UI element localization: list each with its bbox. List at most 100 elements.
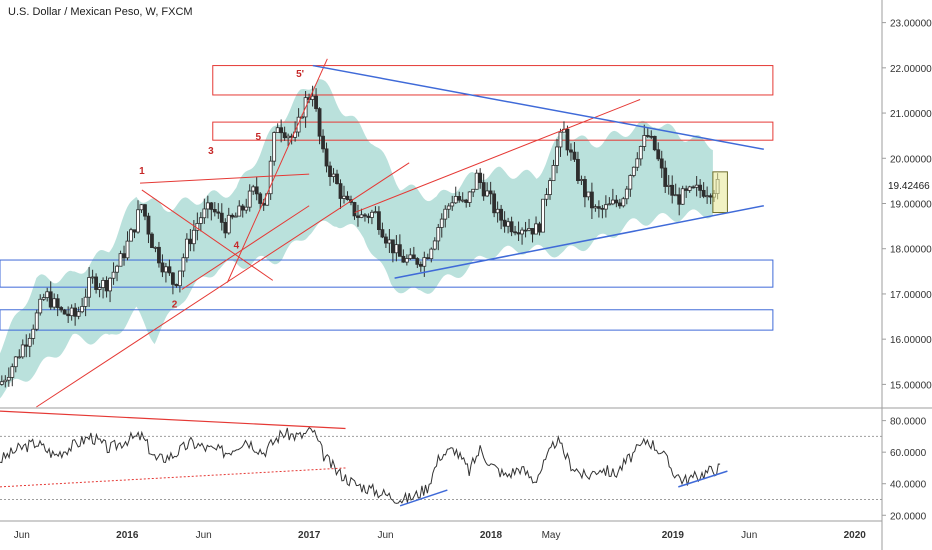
candle-body[interactable] <box>97 287 102 290</box>
candle-body[interactable] <box>691 186 696 189</box>
candle-body[interactable] <box>659 158 664 169</box>
candle-body[interactable] <box>317 108 322 137</box>
candle-body[interactable] <box>160 262 165 273</box>
candle-body[interactable] <box>684 188 689 191</box>
candle-body[interactable] <box>590 191 594 209</box>
candle-body[interactable] <box>296 116 301 133</box>
candle-body[interactable] <box>66 313 71 317</box>
candle-body[interactable] <box>471 188 476 193</box>
candle-body[interactable] <box>20 344 25 358</box>
candle-body[interactable] <box>666 184 671 187</box>
candle-body[interactable] <box>677 194 682 205</box>
candle-body[interactable] <box>62 309 67 315</box>
candle-body[interactable] <box>164 266 168 273</box>
candle-body[interactable] <box>230 214 235 218</box>
candle-body[interactable] <box>603 204 608 210</box>
candle-body[interactable] <box>0 381 4 385</box>
candle-body[interactable] <box>139 204 144 211</box>
candle-body[interactable] <box>52 298 57 308</box>
blue-trend-line[interactable] <box>394 205 764 279</box>
candle-body[interactable] <box>363 214 367 217</box>
candle-body[interactable] <box>237 205 242 217</box>
candle-body[interactable] <box>628 175 633 190</box>
candle-body[interactable] <box>209 202 214 210</box>
candle-body[interactable] <box>104 279 109 292</box>
candle-body[interactable] <box>394 244 399 254</box>
candle-body[interactable] <box>642 135 647 147</box>
candle-body[interactable] <box>635 158 640 168</box>
candle-body[interactable] <box>502 219 507 227</box>
candle-body[interactable] <box>694 184 699 188</box>
candle-body[interactable] <box>157 246 161 264</box>
candle-body[interactable] <box>6 376 11 381</box>
candle-body[interactable] <box>607 203 612 206</box>
red-trend-line[interactable] <box>226 58 328 283</box>
candle-body[interactable] <box>122 253 126 259</box>
candle-body[interactable] <box>251 186 256 192</box>
candle-body[interactable] <box>548 180 552 195</box>
candle-body[interactable] <box>146 215 151 235</box>
candle-body[interactable] <box>541 198 545 233</box>
candle-body[interactable] <box>499 208 504 221</box>
candle-body[interactable] <box>314 95 318 110</box>
candle-body[interactable] <box>181 257 186 272</box>
candle-body[interactable] <box>115 265 119 273</box>
candle-body[interactable] <box>24 344 29 347</box>
candle-body[interactable] <box>422 257 427 267</box>
candle-body[interactable] <box>310 95 315 100</box>
candle-body[interactable] <box>13 356 18 368</box>
candle-body[interactable] <box>555 146 559 166</box>
candle-body[interactable] <box>509 221 514 233</box>
candle-body[interactable] <box>359 214 364 218</box>
candle-body[interactable] <box>488 190 493 195</box>
candle-body[interactable] <box>523 229 528 232</box>
candle-body[interactable] <box>254 186 259 195</box>
candle-body[interactable] <box>205 202 210 210</box>
candle-body[interactable] <box>233 215 238 218</box>
candle-body[interactable] <box>687 186 692 191</box>
candle-body[interactable] <box>450 202 455 207</box>
price-candles[interactable] <box>0 85 720 388</box>
candle-body[interactable] <box>247 190 252 208</box>
candle-body[interactable] <box>34 312 39 330</box>
candle-body[interactable] <box>240 205 245 211</box>
candle-body[interactable] <box>59 307 64 311</box>
candle-body[interactable] <box>572 151 577 160</box>
candle-body[interactable] <box>408 254 413 259</box>
candle-body[interactable] <box>558 131 563 148</box>
candle-body[interactable] <box>366 215 371 218</box>
candle-body[interactable] <box>223 221 228 234</box>
candle-body[interactable] <box>506 221 511 227</box>
candle-body[interactable] <box>593 206 598 209</box>
candle-body[interactable] <box>443 208 448 220</box>
candle-body[interactable] <box>544 194 549 200</box>
candle-body[interactable] <box>216 211 221 214</box>
candle-body[interactable] <box>286 135 291 139</box>
candle-body[interactable] <box>338 183 343 199</box>
candle-body[interactable] <box>342 195 346 199</box>
candle-body[interactable] <box>645 135 650 137</box>
candle-body[interactable] <box>530 228 535 235</box>
candle-body[interactable] <box>460 199 465 202</box>
candle-body[interactable] <box>258 193 263 204</box>
candle-body[interactable] <box>457 196 462 201</box>
candle-body[interactable] <box>41 297 46 300</box>
candle-body[interactable] <box>467 191 472 203</box>
candle-body[interactable] <box>289 135 294 138</box>
candle-body[interactable] <box>27 337 32 347</box>
candle-body[interactable] <box>373 211 378 214</box>
candle-body[interactable] <box>390 239 395 254</box>
candle-body[interactable] <box>600 207 605 210</box>
candle-body[interactable] <box>708 195 713 198</box>
candle-body[interactable] <box>48 291 53 308</box>
trend-drawings[interactable]: 1 2 3 4 5 5' <box>36 58 764 408</box>
candle-body[interactable] <box>328 165 332 177</box>
candle-body[interactable] <box>202 208 207 219</box>
candle-body[interactable] <box>143 204 147 217</box>
candle-body[interactable] <box>101 279 105 288</box>
candle-body[interactable] <box>387 239 392 244</box>
candle-body[interactable] <box>132 229 137 233</box>
candle-body[interactable] <box>174 283 179 287</box>
candle-body[interactable] <box>108 277 112 292</box>
candle-body[interactable] <box>492 193 497 214</box>
